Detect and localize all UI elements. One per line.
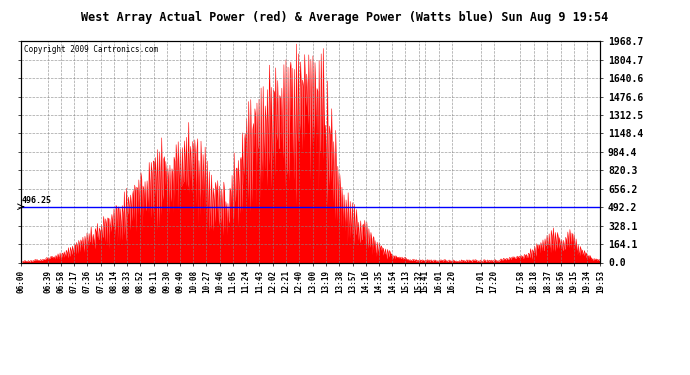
Text: Copyright 2009 Cartronics.com: Copyright 2009 Cartronics.com [23,45,158,54]
Text: West Array Actual Power (red) & Average Power (Watts blue) Sun Aug 9 19:54: West Array Actual Power (red) & Average … [81,11,609,24]
Text: 496.25: 496.25 [21,196,52,205]
